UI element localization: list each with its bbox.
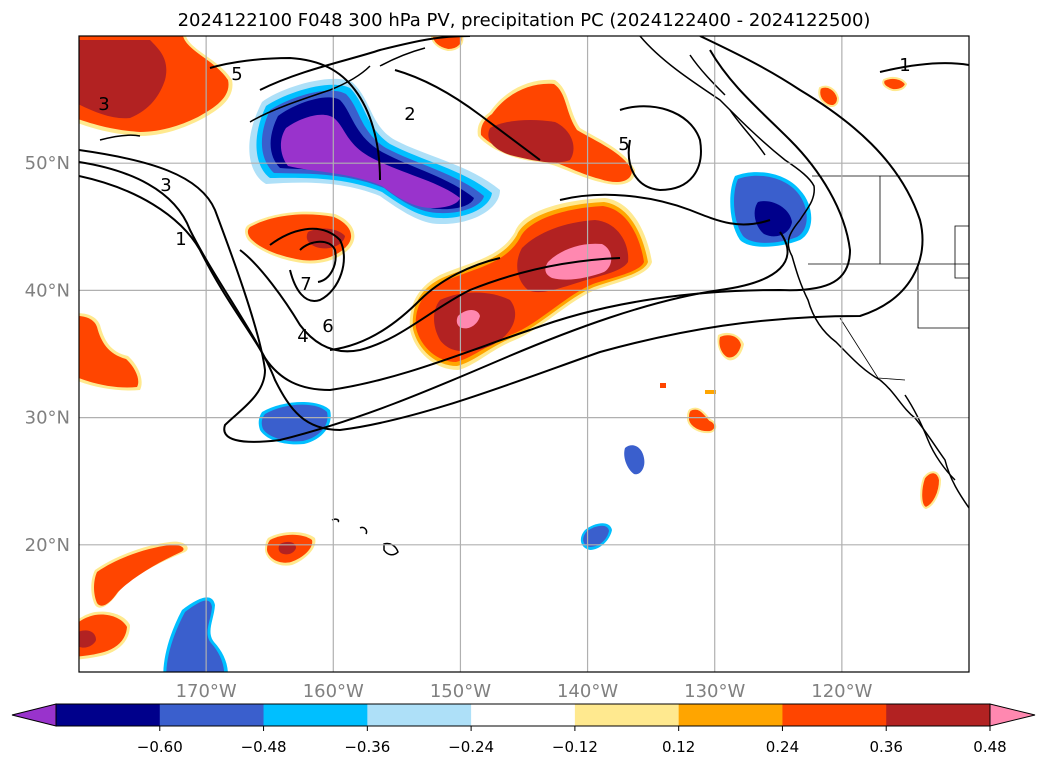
colorbar-bin bbox=[782, 704, 887, 726]
colorbar-tick-label: 0.12 bbox=[662, 738, 695, 756]
colorbar-tick-label: −0.12 bbox=[552, 738, 598, 756]
precip-region bbox=[488, 120, 574, 163]
precip-region bbox=[754, 201, 792, 237]
border bbox=[954, 225, 969, 279]
colorbar-tick-label: −0.36 bbox=[344, 738, 390, 756]
pv-contour-1-b bbox=[879, 62, 969, 73]
lat-tick-label: 40°N bbox=[25, 280, 70, 301]
lon-tick-label: 170°W bbox=[176, 681, 237, 702]
pv-contour-labels: 3 5 2 5 1 3 1 7 6 4 bbox=[98, 55, 910, 347]
colorbar-bin bbox=[56, 704, 161, 726]
lon-tick-label: 120°W bbox=[811, 681, 872, 702]
colorbar-tick-labels: −0.60 −0.48 −0.36 −0.24 −0.12 0.12 0.24 0.36 0.4… bbox=[137, 726, 1007, 756]
precip-region bbox=[882, 76, 908, 92]
colorbar bbox=[11, 703, 1036, 727]
precip-region bbox=[247, 214, 352, 261]
chart-title: 2024122100 F048 300 hPa PV, precipitatio… bbox=[178, 10, 871, 31]
contour-label: 6 bbox=[322, 316, 333, 337]
precip-region bbox=[818, 85, 840, 107]
colorbar-bin bbox=[159, 704, 265, 726]
lat-tick-label: 30°N bbox=[25, 408, 70, 429]
precip-region bbox=[430, 36, 464, 52]
precip-region bbox=[624, 445, 645, 475]
precip-region bbox=[583, 525, 609, 547]
border bbox=[917, 264, 969, 329]
coastline bbox=[379, 47, 426, 67]
precip-region bbox=[79, 614, 127, 657]
precip-region bbox=[79, 316, 139, 388]
precip-region bbox=[166, 600, 225, 672]
colorbar-extend-high bbox=[989, 703, 1036, 727]
pv-contour-7 bbox=[269, 227, 345, 302]
borders bbox=[808, 175, 969, 381]
contour-label: 7 bbox=[300, 274, 311, 295]
pv-contours bbox=[79, 36, 969, 443]
pv-contour-2 bbox=[79, 49, 852, 392]
map-frame bbox=[78, 35, 970, 673]
precip-region bbox=[79, 630, 96, 648]
colorbar-tick-label: 0.48 bbox=[973, 738, 1006, 756]
pv-contour-9 bbox=[329, 257, 501, 351]
longitude-tick-labels: 170°W 160°W 150°W 140°W 130°W 120°W bbox=[176, 681, 873, 702]
colorbar-bin bbox=[886, 704, 991, 726]
precip-region bbox=[94, 544, 184, 606]
contour-label: 3 bbox=[98, 94, 109, 115]
pv-contour-8 bbox=[299, 240, 337, 283]
pv-contour-3 bbox=[79, 149, 789, 443]
pv-contour-1 bbox=[79, 36, 924, 432]
pv-contour-4 bbox=[259, 36, 471, 91]
precip-region bbox=[686, 407, 717, 434]
pv-contour-10 bbox=[394, 69, 541, 161]
precip-region bbox=[456, 310, 480, 329]
contour-label: 5 bbox=[618, 134, 629, 155]
coastline bbox=[689, 54, 766, 156]
colorbar-tick-label: −0.24 bbox=[448, 738, 494, 756]
precip-region bbox=[660, 383, 666, 388]
precip-region bbox=[719, 335, 741, 358]
contour-label: 1 bbox=[175, 229, 186, 250]
colorbar-bin bbox=[367, 704, 472, 726]
colorbar-bin bbox=[574, 704, 680, 726]
colorbar-extend-low bbox=[11, 703, 57, 727]
contour-label: 4 bbox=[297, 326, 308, 347]
pv-contour-12 bbox=[559, 193, 771, 226]
contour-label: 5 bbox=[231, 64, 242, 85]
contour-label: 3 bbox=[160, 175, 171, 196]
coastline bbox=[249, 65, 371, 123]
precip-region bbox=[920, 471, 942, 510]
precip-positive bbox=[79, 36, 942, 660]
colorbar-bin bbox=[471, 704, 576, 726]
colorbar-tick-label: 0.24 bbox=[766, 738, 799, 756]
coastline bbox=[904, 394, 956, 481]
colorbar-tick-label: 0.36 bbox=[870, 738, 903, 756]
precip-region bbox=[280, 114, 460, 208]
lon-tick-label: 130°W bbox=[684, 681, 745, 702]
precip-negative bbox=[163, 78, 812, 672]
lon-tick-label: 150°W bbox=[430, 681, 491, 702]
colorbar-tick-label: −0.48 bbox=[241, 738, 287, 756]
colorbar-frame bbox=[55, 703, 991, 727]
precip-region bbox=[79, 40, 167, 119]
gridlines bbox=[79, 36, 969, 672]
lat-tick-label: 20°N bbox=[25, 535, 70, 556]
lon-tick-label: 160°W bbox=[303, 681, 364, 702]
latitude-tick-labels: 20°N 30°N 40°N 50°N bbox=[25, 153, 70, 556]
pv-contour-5 bbox=[209, 56, 381, 181]
precip-region bbox=[306, 228, 345, 249]
colorbar-tick-label: −0.60 bbox=[137, 738, 183, 756]
contour-label: 1 bbox=[899, 55, 910, 76]
border bbox=[839, 317, 906, 381]
pv-contour-11 bbox=[619, 105, 702, 192]
colorbar-bin bbox=[678, 704, 783, 726]
coastline bbox=[99, 134, 141, 141]
map-area: 3 5 2 5 1 3 1 7 6 4 bbox=[79, 36, 969, 672]
contour-label: 2 bbox=[404, 104, 415, 125]
precip-region bbox=[705, 390, 716, 394]
lat-tick-label: 50°N bbox=[25, 153, 70, 174]
lon-tick-label: 140°W bbox=[557, 681, 618, 702]
pv-contour-6 bbox=[239, 249, 621, 353]
colorbar-bin bbox=[263, 704, 368, 726]
